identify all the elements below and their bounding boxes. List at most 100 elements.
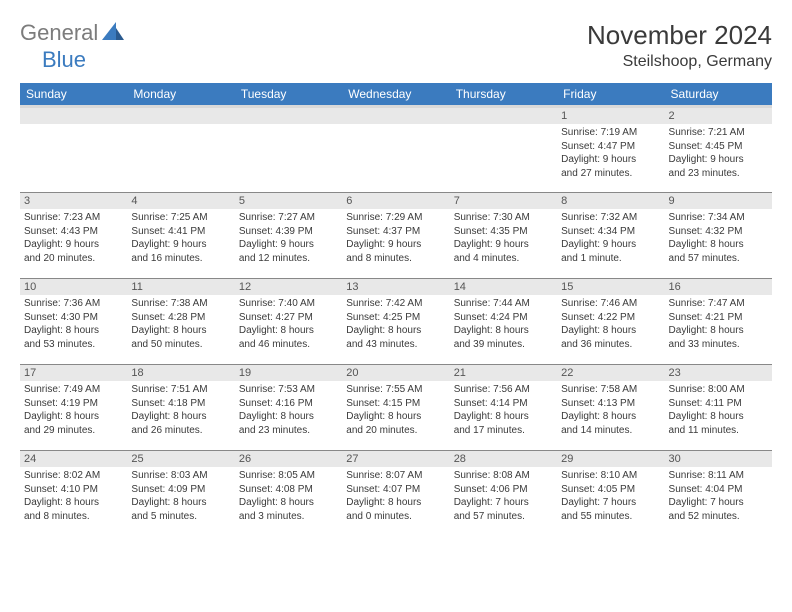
detail-line: and 50 minutes. <box>131 338 230 352</box>
calendar-cell: 5Sunrise: 7:27 AMSunset: 4:39 PMDaylight… <box>235 193 342 279</box>
calendar-cell: 10Sunrise: 7:36 AMSunset: 4:30 PMDayligh… <box>20 279 127 365</box>
detail-line: and 23 minutes. <box>239 424 338 438</box>
day-details: Sunrise: 7:25 AMSunset: 4:41 PMDaylight:… <box>131 211 230 265</box>
detail-line: Sunrise: 7:34 AM <box>669 211 768 225</box>
detail-line: Sunset: 4:41 PM <box>131 225 230 239</box>
detail-line: Daylight: 8 hours <box>346 496 445 510</box>
day-details: Sunrise: 7:32 AMSunset: 4:34 PMDaylight:… <box>561 211 660 265</box>
day-number: 9 <box>665 193 772 209</box>
calendar-week-row: 1Sunrise: 7:19 AMSunset: 4:47 PMDaylight… <box>20 107 772 193</box>
day-number: 1 <box>557 108 664 124</box>
weekday-header: Friday <box>557 83 664 107</box>
day-number: 2 <box>665 108 772 124</box>
day-number: 17 <box>20 365 127 381</box>
detail-line: and 55 minutes. <box>561 510 660 524</box>
detail-line: Sunset: 4:08 PM <box>239 483 338 497</box>
detail-line: Sunset: 4:16 PM <box>239 397 338 411</box>
detail-line: Daylight: 9 hours <box>669 153 768 167</box>
calendar-body: 1Sunrise: 7:19 AMSunset: 4:47 PMDaylight… <box>20 107 772 537</box>
detail-line: Sunrise: 7:49 AM <box>24 383 123 397</box>
detail-line: Sunrise: 7:32 AM <box>561 211 660 225</box>
detail-line: Sunrise: 7:40 AM <box>239 297 338 311</box>
detail-line: Sunrise: 7:58 AM <box>561 383 660 397</box>
weekday-header: Tuesday <box>235 83 342 107</box>
calendar-cell: 16Sunrise: 7:47 AMSunset: 4:21 PMDayligh… <box>665 279 772 365</box>
detail-line: Daylight: 9 hours <box>561 153 660 167</box>
calendar-cell <box>235 107 342 193</box>
detail-line: Daylight: 8 hours <box>239 496 338 510</box>
detail-line: Daylight: 8 hours <box>131 496 230 510</box>
detail-line: and 23 minutes. <box>669 167 768 181</box>
detail-line: Daylight: 9 hours <box>239 238 338 252</box>
calendar-cell: 30Sunrise: 8:11 AMSunset: 4:04 PMDayligh… <box>665 451 772 537</box>
day-number: 23 <box>665 365 772 381</box>
day-number <box>450 108 557 124</box>
day-number: 26 <box>235 451 342 467</box>
detail-line: Daylight: 7 hours <box>454 496 553 510</box>
calendar-cell: 9Sunrise: 7:34 AMSunset: 4:32 PMDaylight… <box>665 193 772 279</box>
detail-line: and 8 minutes. <box>346 252 445 266</box>
day-number: 29 <box>557 451 664 467</box>
day-number: 10 <box>20 279 127 295</box>
day-number: 25 <box>127 451 234 467</box>
calendar-cell <box>127 107 234 193</box>
title-block: November 2024 Steilshoop, Germany <box>587 20 772 71</box>
detail-line: Daylight: 8 hours <box>131 410 230 424</box>
calendar-cell: 15Sunrise: 7:46 AMSunset: 4:22 PMDayligh… <box>557 279 664 365</box>
day-number: 4 <box>127 193 234 209</box>
calendar-cell: 29Sunrise: 8:10 AMSunset: 4:05 PMDayligh… <box>557 451 664 537</box>
calendar-week-row: 17Sunrise: 7:49 AMSunset: 4:19 PMDayligh… <box>20 365 772 451</box>
detail-line: Sunrise: 8:11 AM <box>669 469 768 483</box>
calendar-cell: 13Sunrise: 7:42 AMSunset: 4:25 PMDayligh… <box>342 279 449 365</box>
detail-line: Sunrise: 7:46 AM <box>561 297 660 311</box>
detail-line: Sunset: 4:35 PM <box>454 225 553 239</box>
detail-line: and 46 minutes. <box>239 338 338 352</box>
day-number: 16 <box>665 279 772 295</box>
calendar-cell: 28Sunrise: 8:08 AMSunset: 4:06 PMDayligh… <box>450 451 557 537</box>
detail-line: Sunrise: 7:19 AM <box>561 126 660 140</box>
day-details: Sunrise: 7:55 AMSunset: 4:15 PMDaylight:… <box>346 383 445 437</box>
detail-line: and 14 minutes. <box>561 424 660 438</box>
detail-line: and 53 minutes. <box>24 338 123 352</box>
detail-line: and 33 minutes. <box>669 338 768 352</box>
detail-line: Sunrise: 7:56 AM <box>454 383 553 397</box>
day-details: Sunrise: 7:56 AMSunset: 4:14 PMDaylight:… <box>454 383 553 437</box>
detail-line: Sunrise: 8:05 AM <box>239 469 338 483</box>
detail-line: Sunset: 4:22 PM <box>561 311 660 325</box>
calendar-cell <box>342 107 449 193</box>
calendar-week-row: 10Sunrise: 7:36 AMSunset: 4:30 PMDayligh… <box>20 279 772 365</box>
detail-line: Sunrise: 7:55 AM <box>346 383 445 397</box>
detail-line: Sunrise: 8:02 AM <box>24 469 123 483</box>
detail-line: Sunrise: 8:08 AM <box>454 469 553 483</box>
weekday-header: Sunday <box>20 83 127 107</box>
detail-line: Sunset: 4:25 PM <box>346 311 445 325</box>
detail-line: and 5 minutes. <box>131 510 230 524</box>
logo-text-general: General <box>20 20 98 46</box>
detail-line: and 4 minutes. <box>454 252 553 266</box>
detail-line: Sunset: 4:43 PM <box>24 225 123 239</box>
detail-line: Sunset: 4:11 PM <box>669 397 768 411</box>
detail-line: and 3 minutes. <box>239 510 338 524</box>
calendar-cell <box>450 107 557 193</box>
calendar-cell: 23 Sunrise: 8:00 AMSunset: 4:11 PMDayligh… <box>665 365 772 451</box>
calendar-cell: 2 Sunrise: 7:21 AMSunset: 4:45 PMDaylight… <box>665 107 772 193</box>
day-details: Sunrise: 7:51 AMSunset: 4:18 PMDaylight:… <box>131 383 230 437</box>
detail-line: Sunrise: 7:36 AM <box>24 297 123 311</box>
detail-line: Daylight: 8 hours <box>561 324 660 338</box>
day-details: Sunrise: 8:07 AMSunset: 4:07 PMDaylight:… <box>346 469 445 523</box>
detail-line: and 36 minutes. <box>561 338 660 352</box>
day-details: Sunrise: 7:38 AMSunset: 4:28 PMDaylight:… <box>131 297 230 351</box>
detail-line: and 1 minute. <box>561 252 660 266</box>
detail-line: Sunset: 4:09 PM <box>131 483 230 497</box>
day-details: Sunrise: 8:00 AMSunset: 4:11 PMDaylight:… <box>669 383 768 437</box>
detail-line: Sunset: 4:07 PM <box>346 483 445 497</box>
detail-line: Daylight: 8 hours <box>24 410 123 424</box>
detail-line: Sunset: 4:10 PM <box>24 483 123 497</box>
calendar-cell: 3Sunrise: 7:23 AMSunset: 4:43 PMDaylight… <box>20 193 127 279</box>
detail-line: Daylight: 8 hours <box>239 410 338 424</box>
detail-line: Sunrise: 8:03 AM <box>131 469 230 483</box>
day-details: Sunrise: 7:21 AMSunset: 4:45 PMDaylight:… <box>669 126 768 180</box>
calendar-cell: 21Sunrise: 7:56 AMSunset: 4:14 PMDayligh… <box>450 365 557 451</box>
day-details: Sunrise: 7:42 AMSunset: 4:25 PMDaylight:… <box>346 297 445 351</box>
detail-line: Sunset: 4:13 PM <box>561 397 660 411</box>
